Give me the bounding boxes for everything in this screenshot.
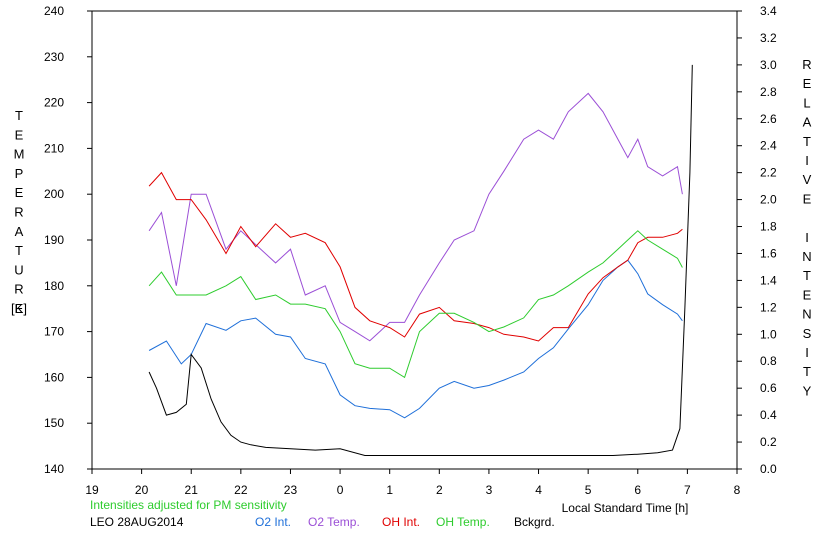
right-tick-label: 2.4 <box>760 139 777 153</box>
left-axis-title-letter: A <box>15 224 24 239</box>
bckgrd-line <box>148 64 693 456</box>
left-tick-label: 170 <box>44 325 64 339</box>
right-tick-label: 1.0 <box>760 327 777 341</box>
right-tick-label: 2.8 <box>760 85 777 99</box>
x-axis-ticks: 19 20 21 22 23 0 1 2 3 4 5 6 7 8 <box>85 469 741 497</box>
right-axis-title-letter: N <box>802 307 811 322</box>
left-axis-title-letter: E <box>15 301 24 316</box>
left-tick-label: 210 <box>44 141 64 155</box>
legend-entry: OH Int. <box>382 515 420 529</box>
o2-temp-line <box>148 92 683 342</box>
left-axis-title-letter: E <box>15 127 24 142</box>
right-tick-label: 2.0 <box>760 193 777 207</box>
legend-entry: OH Temp. <box>436 515 490 529</box>
x-tick-label: 21 <box>185 483 199 497</box>
right-axis-title-letter: I <box>805 153 809 168</box>
oh-int-line <box>148 171 683 342</box>
right-tick-label: 3.0 <box>760 58 777 72</box>
right-axis-title-letter: E <box>803 76 812 91</box>
left-axis-title-letter: P <box>15 166 24 181</box>
right-tick-label: 1.4 <box>760 273 777 287</box>
x-tick-label: 4 <box>535 483 542 497</box>
right-axis-title-letter: V <box>803 172 812 187</box>
right-tick-label: 3.4 <box>760 4 777 18</box>
left-axis-unit: [K] <box>11 301 27 316</box>
left-axis-title-letter: M <box>14 147 25 162</box>
x-tick-label: 8 <box>734 483 741 497</box>
left-axis-title-letter: R <box>14 282 23 297</box>
left-tick-label: 180 <box>44 279 64 293</box>
right-axis-title-letter: T <box>803 364 811 379</box>
right-tick-label: 0.4 <box>760 408 777 422</box>
left-axis-title-letter: R <box>14 205 23 220</box>
right-tick-label: 0.8 <box>760 354 777 368</box>
series-layer <box>148 64 693 456</box>
right-tick-label: 0.0 <box>760 462 777 476</box>
station-date-label: LEO 28AUG2014 <box>90 515 184 529</box>
right-tick-label: 0.6 <box>760 381 777 395</box>
right-axis-title-letter: E <box>803 191 812 206</box>
left-tick-label: 140 <box>44 462 64 476</box>
plot-frame <box>91 10 738 470</box>
x-tick-label: 3 <box>486 483 493 497</box>
right-tick-label: 2.2 <box>760 166 777 180</box>
left-tick-label: 150 <box>44 416 64 430</box>
left-axis-ticks: 140 150 160 170 180 190 200 210 220 230 240 <box>44 4 92 476</box>
legend-entry: O2 Int. <box>255 515 291 529</box>
right-axis-title-letter: N <box>802 249 811 264</box>
right-axis-ticks: 0.0 0.2 0.4 0.6 0.8 1.0 1.2 1.4 1.6 1.8 2.0 2.2 2.4 2… <box>737 4 777 476</box>
right-axis-title-letter: L <box>803 95 810 110</box>
right-tick-label: 0.2 <box>760 435 777 449</box>
right-tick-label: 1.6 <box>760 246 777 260</box>
right-axis-title-letter: T <box>803 134 811 149</box>
left-axis-title-letter: U <box>14 262 23 277</box>
left-tick-label: 220 <box>44 96 64 110</box>
left-axis-title-letter: T <box>15 243 23 258</box>
x-tick-label: 0 <box>337 483 344 497</box>
left-tick-label: 160 <box>44 370 64 384</box>
x-tick-label: 20 <box>135 483 149 497</box>
x-axis-label: Local Standard Time [h] <box>562 501 689 515</box>
left-axis-title-letter: T <box>15 108 23 123</box>
legend-entry: O2 Temp. <box>308 515 360 529</box>
right-axis-title-letter: T <box>803 268 811 283</box>
x-tick-label: 2 <box>436 483 443 497</box>
x-tick-label: 23 <box>284 483 298 497</box>
left-axis-title-letter: E <box>15 185 24 200</box>
left-tick-label: 200 <box>44 187 64 201</box>
right-tick-label: 1.2 <box>760 300 777 314</box>
left-tick-label: 190 <box>44 233 64 247</box>
legend-entry: Bckgrd. <box>514 515 555 529</box>
right-axis-title-letter: I <box>805 345 809 360</box>
right-tick-label: 3.2 <box>760 31 777 45</box>
left-tick-label: 240 <box>44 4 64 18</box>
right-axis-title-letter: Y <box>803 383 812 398</box>
x-tick-label: 22 <box>234 483 248 497</box>
x-tick-label: 7 <box>684 483 691 497</box>
x-tick-label: 6 <box>634 483 641 497</box>
sensitivity-note: Intensities adjusted for PM sensitivity <box>90 498 287 512</box>
right-axis-title-letter: S <box>803 326 812 341</box>
right-axis-title-letter: E <box>803 287 812 302</box>
x-tick-label: 1 <box>386 483 393 497</box>
right-tick-label: 1.8 <box>760 220 777 234</box>
x-tick-label: 19 <box>85 483 99 497</box>
right-axis-title-letter: A <box>803 115 812 130</box>
x-tick-label: 5 <box>585 483 592 497</box>
right-axis-title-letter: R <box>802 57 811 72</box>
legend: O2 Int. O2 Temp. OH Int. OH Temp. Bckgrd. <box>255 515 555 529</box>
right-tick-label: 2.6 <box>760 112 777 126</box>
right-axis-title-letter: I <box>805 230 809 245</box>
oh-temp-line <box>148 230 683 379</box>
left-tick-label: 230 <box>44 50 64 64</box>
